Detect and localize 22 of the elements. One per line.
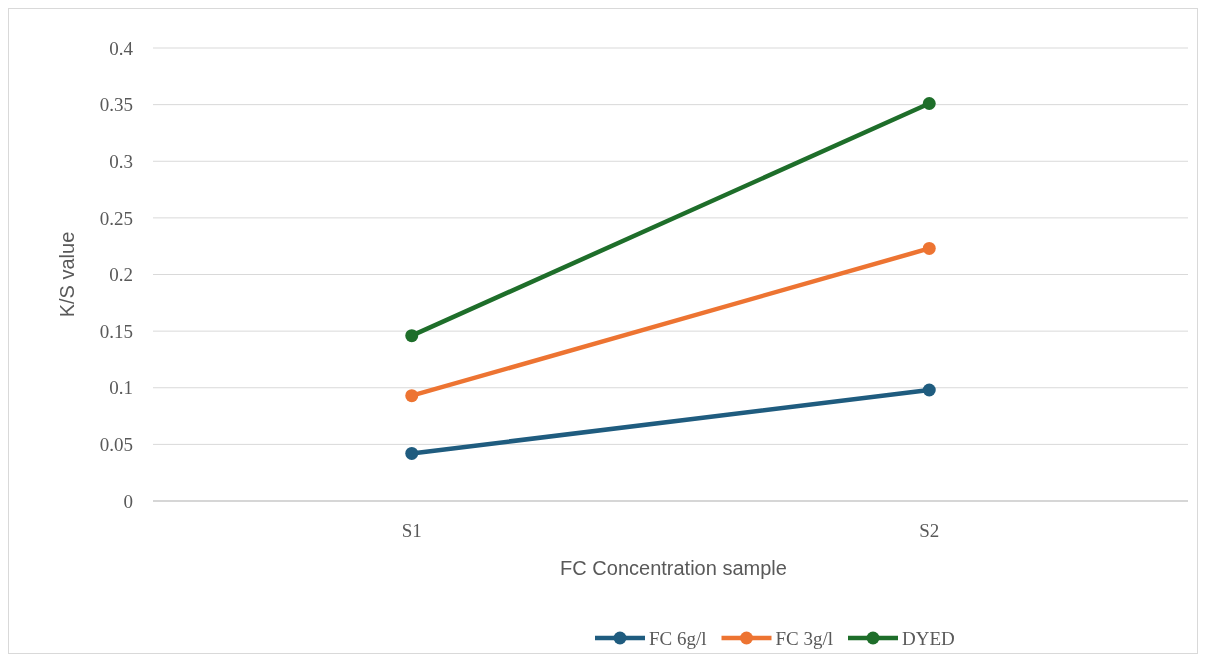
point [922,383,936,397]
y-tick-label: 0.3 [109,150,133,172]
point [922,241,936,255]
legend-label: FC 3g/l [775,627,834,649]
y-tick-label: 0 [123,490,133,512]
y-tick-label: 0.05 [99,434,133,456]
y-tick-label: 0.25 [99,207,133,229]
y-tick-label: 0.35 [99,94,133,116]
y-tick-label: 0.1 [109,377,133,399]
x-tick-label: S1 [401,520,422,541]
point [405,329,419,343]
x-tick-label: S2 [919,520,940,541]
point [922,96,936,110]
y-tick-label: 0.2 [109,264,133,286]
point [405,446,419,460]
legend-label: FC 6g/l [649,627,707,649]
y-axis-title: K/S value [56,231,78,318]
y-tick-label: 0.4 [109,37,134,59]
point [405,389,419,403]
legend-label: DYED [902,627,955,649]
x-axis-title: FC Concentration sample [560,557,787,579]
y-tick-label: 0.15 [99,320,133,342]
